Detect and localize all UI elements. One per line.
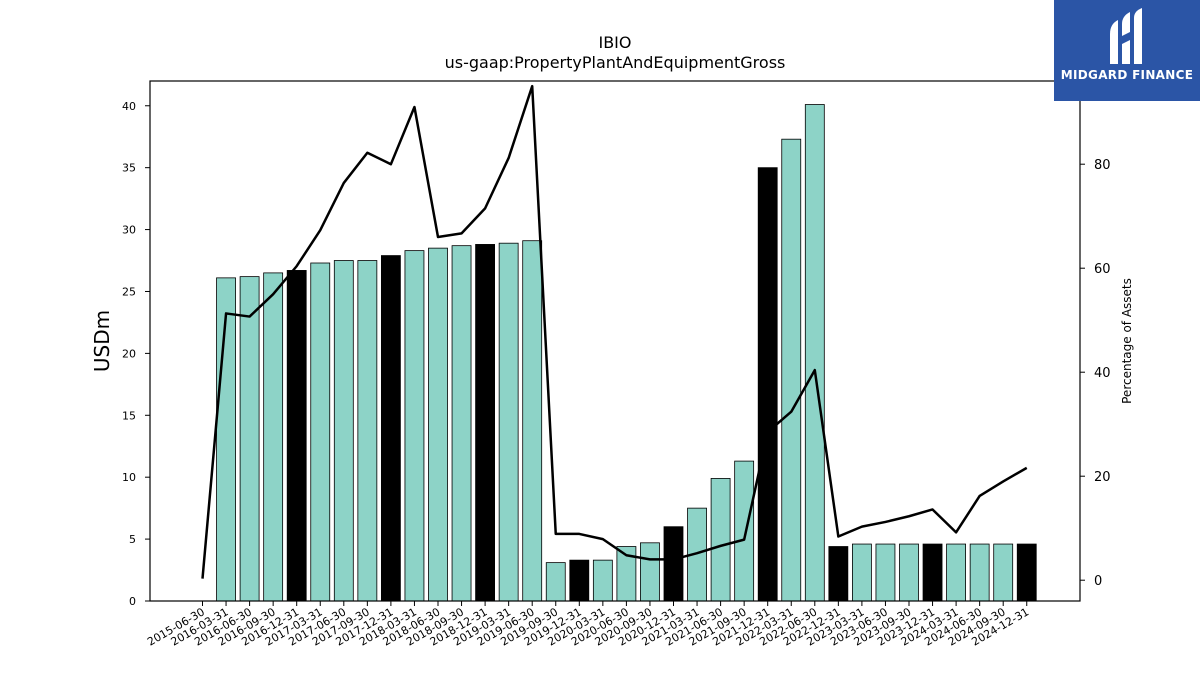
plot-frame [149, 80, 1081, 602]
bar-2020-09-30 [640, 542, 660, 602]
bar-2023-06-30 [875, 543, 896, 602]
bar-2017-09-30 [357, 260, 378, 602]
bar-2018-09-30 [451, 245, 472, 602]
bars [216, 104, 1037, 602]
bar-2018-03-31 [404, 250, 425, 602]
bar-2018-12-31 [475, 244, 496, 602]
y2-tick-label: 20 [1094, 470, 1111, 485]
bar-2021-06-30 [710, 478, 731, 602]
bar-2016-09-30 [263, 272, 284, 602]
y-tick-label: 20 [122, 347, 136, 360]
bar-2020-12-31 [663, 526, 684, 602]
y2-tick-label: 80 [1094, 158, 1111, 173]
bar-2023-09-30 [899, 543, 919, 602]
x-axis-ticks: 2015-06-302016-03-312016-06-302016-09-30… [145, 601, 1031, 649]
y-tick-label: 15 [122, 409, 136, 422]
bar-2019-06-30 [522, 240, 543, 602]
y2-tick-label: 60 [1094, 262, 1111, 277]
bar-2019-09-30 [545, 562, 566, 602]
y2-tick-label: 40 [1094, 366, 1111, 381]
bar-2016-12-31 [286, 270, 307, 602]
bar-2021-09-30 [734, 460, 755, 602]
y-tick-label: 5 [129, 533, 136, 546]
y-axis-label: USDm [90, 310, 114, 372]
bar-2022-03-31 [781, 138, 802, 602]
bar-2023-12-31 [922, 543, 943, 602]
y-tick-label: 30 [122, 224, 136, 237]
percentage-line [201, 84, 1028, 579]
bar-2017-12-31 [380, 255, 401, 602]
bar-2024-03-31 [946, 543, 966, 602]
bar-2022-12-31 [828, 546, 849, 602]
y2-axis-label: Percentage of Assets [1120, 278, 1134, 404]
bar-2024-09-30 [993, 543, 1014, 602]
bar-2024-12-31 [1016, 543, 1037, 602]
y-tick-label: 35 [122, 162, 136, 175]
chart-title: IBIO [598, 33, 631, 52]
chart-subtitle: us-gaap:PropertyPlantAndEquipmentGross [445, 53, 786, 72]
bar-2019-03-31 [498, 242, 519, 602]
bar-2024-06-30 [969, 543, 990, 602]
y-axis-ticks: 0 5 10 15 20 25 30 35 40 [122, 100, 150, 608]
y2-axis-ticks: 0 20 40 60 80 [1080, 158, 1111, 589]
y-tick-label: 25 [122, 285, 136, 298]
bar-2016-06-30 [239, 276, 260, 602]
y-tick-label: 0 [129, 595, 136, 608]
midgard-finance-logo: MIDGARD FINANCE [1054, 0, 1200, 101]
bar-2018-06-30 [428, 247, 448, 602]
bar-2022-06-30 [804, 104, 825, 602]
bar-2019-12-31 [569, 559, 590, 602]
bar-2020-03-31 [592, 559, 613, 602]
midgard-logo-icon [1110, 8, 1142, 64]
y-tick-label: 40 [122, 100, 136, 113]
y-tick-label: 10 [122, 471, 136, 484]
y2-tick-label: 0 [1094, 574, 1102, 589]
bar-2017-06-30 [333, 260, 354, 602]
bar-2023-03-31 [852, 543, 872, 602]
bar-2021-12-31 [757, 167, 778, 602]
logo-text: MIDGARD FINANCE [1060, 68, 1194, 82]
bar-2017-03-31 [310, 262, 331, 602]
